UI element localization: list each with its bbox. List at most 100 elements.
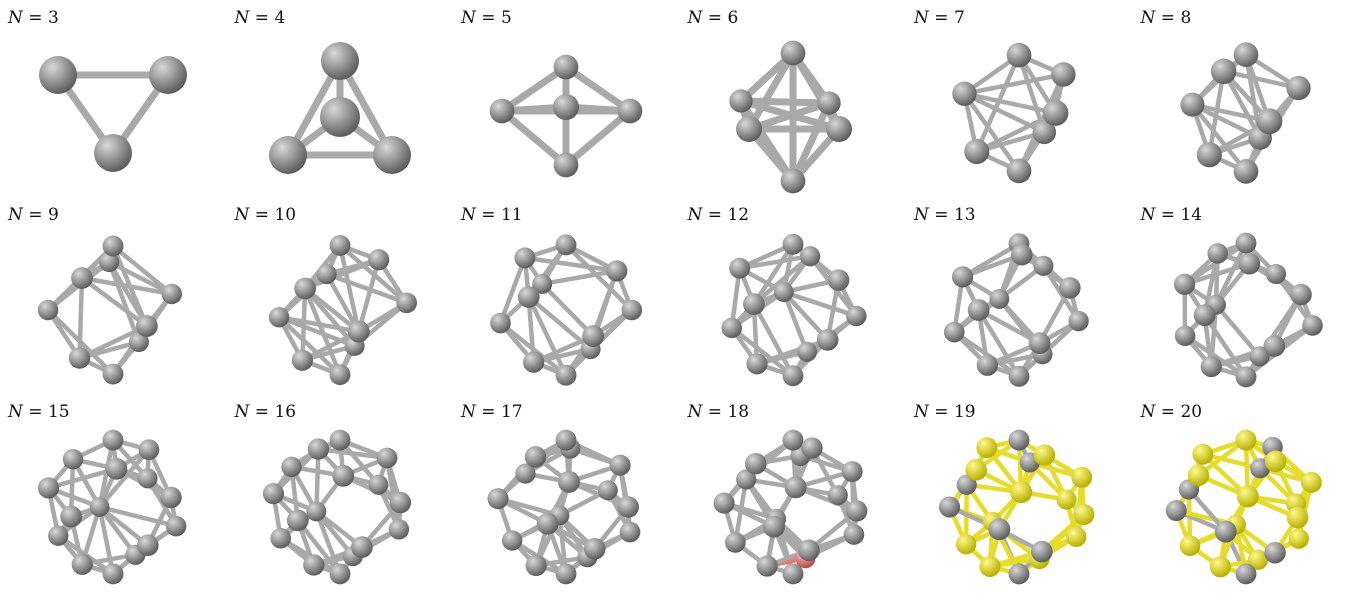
cluster-structure — [952, 42, 1076, 184]
atom — [745, 353, 768, 375]
atom — [1200, 356, 1222, 378]
atom — [1187, 464, 1209, 487]
panel-label-value: 8 — [1180, 8, 1192, 28]
atom — [395, 292, 417, 314]
atom — [1247, 549, 1268, 570]
panel-label: N = 16 — [235, 402, 297, 422]
atom — [524, 446, 547, 468]
atom — [1288, 528, 1309, 549]
panel-label: N = 14 — [1141, 205, 1203, 225]
atom — [1286, 506, 1308, 529]
panel-label-equals: = — [22, 402, 48, 422]
atom — [1051, 62, 1076, 87]
atom — [827, 485, 848, 506]
atom — [1235, 563, 1256, 585]
atom — [161, 283, 183, 305]
atom — [262, 483, 284, 505]
atom — [522, 351, 545, 373]
atom — [329, 563, 350, 585]
atom — [845, 305, 867, 327]
atom — [964, 139, 990, 165]
atom — [490, 312, 511, 334]
atom — [845, 500, 867, 522]
atom — [553, 152, 579, 178]
atom — [1235, 429, 1256, 451]
cluster-structure — [728, 40, 852, 194]
bond — [751, 301, 795, 378]
bond — [1181, 261, 1252, 287]
atom — [137, 534, 159, 557]
atom — [782, 365, 803, 387]
bond — [745, 49, 796, 133]
panel-label: N = 9 — [8, 205, 59, 225]
panel-label-variable: N — [234, 8, 250, 28]
bond — [323, 271, 409, 306]
atom — [367, 474, 388, 495]
bond — [751, 242, 795, 307]
bond — [498, 63, 570, 115]
atom — [1179, 92, 1204, 117]
panel-label-variable: N — [461, 8, 476, 28]
bond — [323, 271, 361, 334]
panel-label-equals: = — [928, 8, 954, 28]
bond — [1220, 69, 1301, 91]
panel-label-value: 5 — [500, 8, 512, 28]
bond — [315, 446, 389, 461]
bond — [313, 509, 342, 577]
panel-label-variable: N — [687, 402, 703, 422]
atom — [843, 524, 864, 545]
atom — [89, 497, 110, 517]
cluster-structure — [1165, 429, 1322, 585]
atom — [102, 429, 124, 451]
atom — [48, 525, 69, 546]
atom — [1237, 252, 1260, 275]
atom — [105, 457, 128, 480]
cluster-structure — [943, 233, 1089, 387]
atom — [784, 476, 807, 499]
cluster-structure — [490, 234, 643, 386]
atom — [1265, 263, 1286, 285]
atom — [1248, 346, 1270, 367]
atom — [1042, 100, 1069, 126]
cluster-structure — [713, 429, 867, 585]
atom — [799, 246, 820, 267]
atom — [762, 515, 785, 538]
atom — [782, 233, 803, 255]
cluster-structure — [487, 429, 641, 585]
panel-label-variable: N — [914, 205, 929, 225]
panel-label-equals: = — [22, 8, 48, 28]
cluster-panel: N = 12 — [680, 197, 906, 393]
cluster-structure — [262, 429, 411, 585]
atom — [517, 286, 540, 308]
panel-label-variable: N — [234, 205, 250, 225]
cluster-panel: N = 4 — [227, 0, 453, 196]
atom — [376, 447, 397, 469]
panel-label-value: 15 — [47, 402, 70, 422]
atom — [1028, 332, 1051, 355]
atom — [989, 289, 1010, 309]
panel-label-variable: N — [461, 402, 476, 422]
panel-label-value: 3 — [47, 8, 59, 28]
atom — [372, 136, 411, 174]
panel-label: N = 7 — [914, 8, 965, 28]
atom — [1233, 42, 1258, 67]
bond — [1181, 240, 1248, 287]
bond — [736, 253, 812, 271]
bond — [539, 268, 620, 287]
atom — [1214, 520, 1237, 543]
atom — [1300, 471, 1322, 493]
atom — [816, 329, 838, 351]
atom — [553, 94, 579, 120]
atom — [367, 249, 389, 271]
atom — [782, 563, 803, 585]
atom — [286, 509, 309, 532]
panel-label-variable: N — [1140, 402, 1156, 422]
atom — [501, 530, 523, 551]
atom — [951, 266, 974, 288]
atom — [1289, 283, 1312, 306]
panel-label-value: 19 — [953, 402, 976, 422]
atom — [557, 470, 580, 493]
atom — [1033, 255, 1054, 276]
bond — [276, 314, 357, 349]
panel-label: N = 4 — [235, 8, 286, 28]
